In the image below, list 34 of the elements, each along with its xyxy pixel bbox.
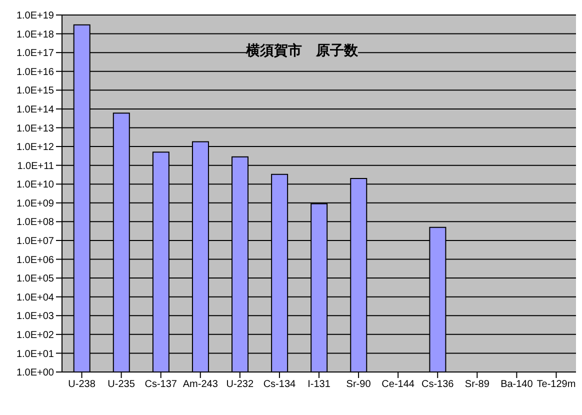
y-tick-label: 1.0E+00: [16, 368, 54, 379]
y-tick-label: 1.0E+01: [16, 348, 54, 360]
x-tick-label: I-131: [308, 379, 331, 390]
x-tick-label: Cs-137: [144, 379, 178, 390]
y-tick-label: 1.0E+17: [16, 48, 54, 60]
y-tick-label: 1.0E+14: [16, 104, 54, 116]
x-tick-label: U-235: [108, 379, 136, 390]
y-tick-label: 1.0E+04: [16, 292, 54, 304]
y-tick-label: 1.0E+08: [16, 217, 54, 228]
x-tick-label: U-238: [68, 379, 96, 390]
x-tick-label: Cs-136: [421, 379, 454, 390]
y-tick-label: 1.0E+09: [16, 198, 54, 210]
y-tick-label: 1.0E+11: [17, 160, 54, 172]
text: 横須賀市 原子数: [246, 43, 358, 59]
y-tick-label: 1.0E+18: [16, 29, 54, 40]
y-tick-label: 1.0E+02: [16, 330, 54, 341]
y-tick-label: 1.0E+13: [16, 123, 54, 134]
x-tick-label: U-232: [226, 379, 254, 390]
y-tick-label: 1.0E+12: [16, 142, 54, 154]
y-tick-label: 1.0E+06: [16, 254, 54, 266]
x-tick-label: Ce-144: [382, 379, 415, 390]
x-tick-label: Te-129m: [536, 379, 576, 390]
x-tick-label: Sr-90: [346, 379, 372, 390]
y-tick-label: 1.0E+19: [16, 10, 54, 22]
y-tick-label: 1.0E+10: [16, 180, 54, 191]
y-tick-label: 1.0E+05: [16, 274, 54, 285]
x-tick-label: Am-243: [182, 379, 218, 390]
x-tick-label: Sr-89: [464, 379, 490, 390]
y-tick-label: 1.0E+16: [16, 66, 54, 78]
x-tick-label: Cs-134: [263, 379, 296, 390]
x-tick-label: Ba-140: [500, 379, 534, 390]
y-tick-label: 1.0E+15: [16, 86, 54, 97]
y-tick-label: 1.0E+03: [16, 311, 54, 322]
y-tick-label: 1.0E+07: [16, 236, 54, 248]
